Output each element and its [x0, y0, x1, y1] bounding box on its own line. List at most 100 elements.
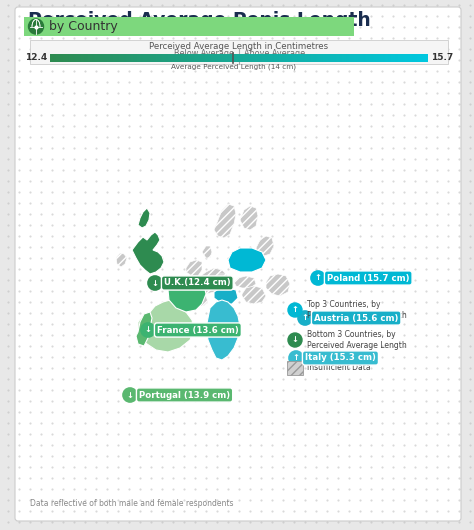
- Polygon shape: [116, 253, 127, 267]
- Text: ↓: ↓: [152, 278, 158, 287]
- Text: ↑: ↑: [292, 354, 300, 363]
- Bar: [292, 54, 294, 62]
- Bar: [300, 54, 301, 62]
- Bar: [56, 54, 58, 62]
- Bar: [225, 54, 227, 62]
- Bar: [394, 54, 396, 62]
- Bar: [400, 54, 402, 62]
- Bar: [205, 54, 207, 62]
- Bar: [176, 54, 178, 62]
- Bar: [128, 54, 130, 62]
- Bar: [158, 54, 160, 62]
- Circle shape: [123, 388, 137, 402]
- Bar: [332, 54, 334, 62]
- Bar: [197, 54, 199, 62]
- Bar: [296, 54, 298, 62]
- Bar: [129, 54, 131, 62]
- Bar: [255, 54, 257, 62]
- Bar: [73, 54, 74, 62]
- Bar: [85, 54, 87, 62]
- Bar: [248, 54, 250, 62]
- Bar: [419, 54, 421, 62]
- Bar: [66, 54, 68, 62]
- Polygon shape: [214, 204, 236, 238]
- Polygon shape: [198, 268, 228, 294]
- Bar: [141, 54, 143, 62]
- Bar: [367, 54, 369, 62]
- Bar: [195, 54, 197, 62]
- Bar: [113, 54, 115, 62]
- Bar: [294, 54, 296, 62]
- Bar: [336, 54, 338, 62]
- FancyBboxPatch shape: [30, 40, 448, 64]
- Bar: [72, 54, 73, 62]
- Bar: [359, 54, 360, 62]
- Bar: [370, 54, 372, 62]
- Bar: [182, 54, 184, 62]
- Bar: [277, 54, 279, 62]
- Bar: [160, 54, 161, 62]
- Text: Top 3 Countries, by
Perceived Average Length: Top 3 Countries, by Perceived Average Le…: [307, 301, 407, 320]
- Bar: [319, 54, 321, 62]
- Polygon shape: [234, 276, 256, 288]
- Bar: [50, 54, 52, 62]
- Bar: [107, 54, 109, 62]
- Bar: [356, 54, 358, 62]
- Bar: [63, 54, 64, 62]
- Bar: [298, 54, 300, 62]
- Bar: [135, 54, 136, 62]
- Bar: [374, 54, 375, 62]
- Bar: [105, 54, 107, 62]
- Bar: [422, 54, 423, 62]
- Bar: [308, 54, 310, 62]
- Bar: [116, 54, 117, 62]
- Bar: [239, 54, 241, 62]
- Circle shape: [28, 19, 44, 34]
- Bar: [124, 54, 126, 62]
- Bar: [265, 54, 267, 62]
- Bar: [386, 54, 388, 62]
- Text: ↑: ↑: [315, 273, 321, 282]
- Bar: [415, 54, 417, 62]
- Bar: [399, 54, 401, 62]
- Bar: [206, 54, 208, 62]
- Bar: [382, 54, 383, 62]
- Bar: [136, 54, 137, 62]
- Bar: [264, 54, 266, 62]
- Bar: [321, 54, 323, 62]
- Bar: [357, 54, 359, 62]
- Polygon shape: [138, 208, 150, 228]
- Bar: [138, 54, 140, 62]
- Polygon shape: [132, 232, 164, 274]
- Text: Italy (15.3 cm): Italy (15.3 cm): [305, 354, 376, 363]
- Bar: [327, 54, 329, 62]
- Bar: [220, 54, 222, 62]
- Bar: [166, 54, 168, 62]
- Bar: [310, 54, 311, 62]
- Text: 15.7: 15.7: [431, 54, 453, 63]
- Bar: [156, 54, 157, 62]
- Bar: [211, 54, 213, 62]
- Bar: [344, 54, 346, 62]
- Bar: [408, 54, 410, 62]
- Text: Average Perceived Length (14 cm): Average Perceived Length (14 cm): [171, 64, 296, 70]
- Bar: [214, 54, 216, 62]
- Bar: [268, 54, 270, 62]
- Bar: [395, 54, 397, 62]
- Bar: [325, 54, 327, 62]
- Bar: [424, 54, 426, 62]
- Bar: [88, 54, 90, 62]
- Bar: [233, 54, 235, 62]
- Bar: [219, 54, 220, 62]
- Bar: [196, 54, 198, 62]
- Bar: [282, 54, 283, 62]
- Bar: [278, 54, 280, 62]
- Circle shape: [288, 333, 302, 347]
- Bar: [383, 54, 384, 62]
- Bar: [244, 54, 246, 62]
- Bar: [403, 54, 405, 62]
- Text: France (13.6 cm): France (13.6 cm): [157, 325, 239, 334]
- Bar: [256, 54, 258, 62]
- Bar: [139, 54, 141, 62]
- Bar: [388, 54, 390, 62]
